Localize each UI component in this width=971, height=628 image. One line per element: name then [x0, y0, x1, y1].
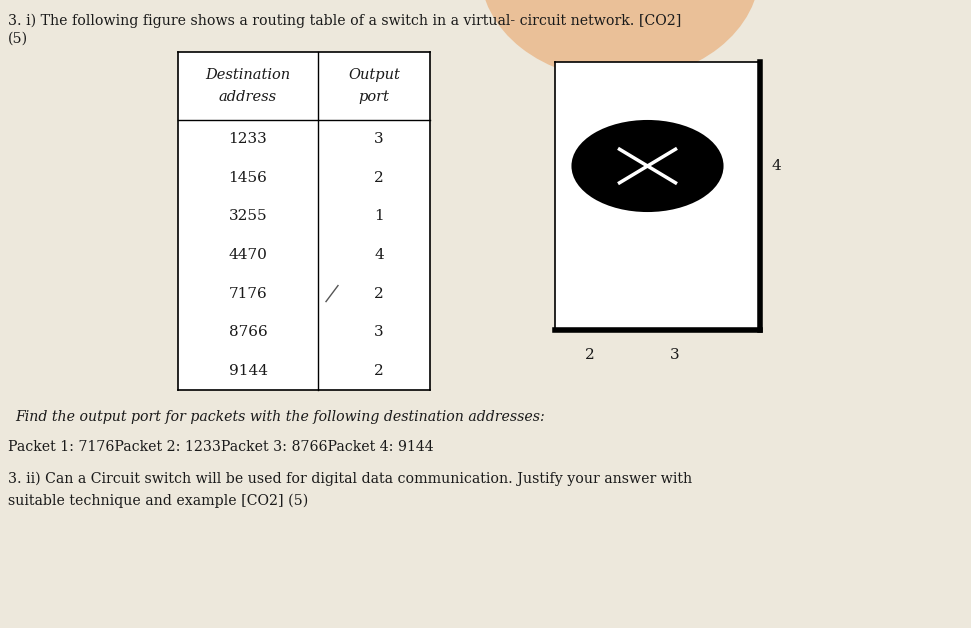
Text: 4: 4: [772, 159, 782, 173]
Text: (5): (5): [8, 32, 28, 46]
Text: 1233: 1233: [228, 133, 267, 146]
Text: 7176: 7176: [228, 286, 267, 301]
Text: 4: 4: [374, 248, 384, 262]
Text: 3: 3: [374, 325, 384, 339]
Text: 3: 3: [374, 133, 384, 146]
Text: address: address: [218, 90, 277, 104]
Text: Find the output port for packets with the following destination addresses:: Find the output port for packets with th…: [15, 410, 545, 424]
Text: Output: Output: [348, 68, 400, 82]
Text: 3: 3: [670, 348, 680, 362]
Bar: [178, 52, 430, 390]
Text: 4470: 4470: [228, 248, 267, 262]
Text: suitable technique and example [CO2] (5): suitable technique and example [CO2] (5): [8, 494, 308, 509]
Text: 3. ii) Can a Circuit switch will be used for digital data communication. Justify: 3. ii) Can a Circuit switch will be used…: [8, 472, 692, 487]
Text: port: port: [358, 90, 389, 104]
Text: Packet 1: 7176Packet 2: 1233Packet 3: 8766Packet 4: 9144: Packet 1: 7176Packet 2: 1233Packet 3: 87…: [8, 440, 434, 454]
Text: 2: 2: [374, 171, 384, 185]
Ellipse shape: [573, 121, 722, 211]
Text: Destination: Destination: [206, 68, 290, 82]
Text: 2: 2: [586, 348, 595, 362]
Text: 9144: 9144: [228, 364, 267, 377]
Text: 2: 2: [374, 286, 384, 301]
Text: 1456: 1456: [228, 171, 267, 185]
Bar: [555, 62, 760, 330]
Text: 3. i) The following figure shows a routing table of a switch in a virtual- circu: 3. i) The following figure shows a routi…: [8, 14, 682, 28]
Text: 3255: 3255: [229, 209, 267, 224]
Text: 8766: 8766: [228, 325, 267, 339]
Ellipse shape: [480, 0, 760, 80]
Text: 1: 1: [374, 209, 384, 224]
Text: 2: 2: [374, 364, 384, 377]
